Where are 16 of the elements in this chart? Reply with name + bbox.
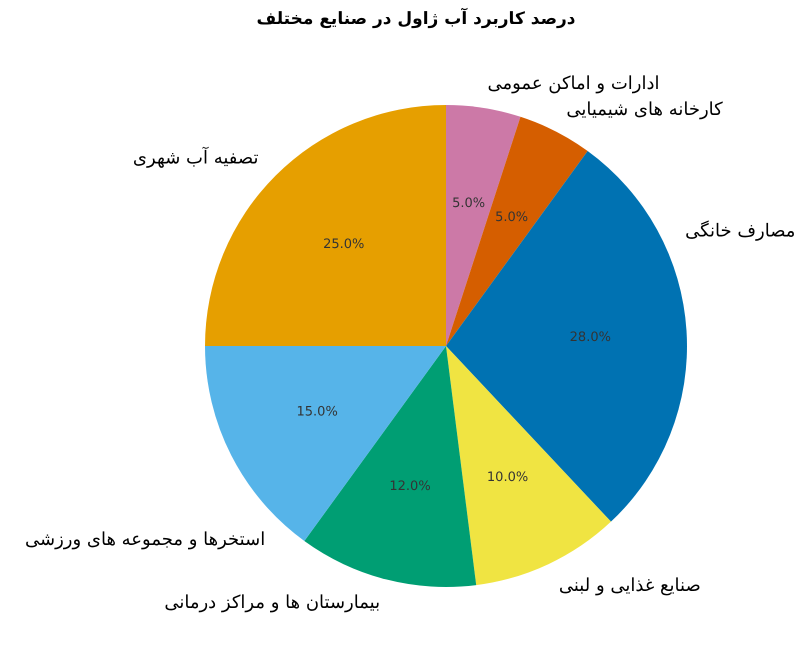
data-label: 12.0% bbox=[389, 479, 431, 494]
data-label: 15.0% bbox=[296, 404, 338, 420]
chart-title: درصد کاربرد آب ژاول در صنایع مختلف bbox=[256, 7, 576, 29]
data-label: 5.0% bbox=[495, 210, 528, 226]
slice-label: مصارف خانگی bbox=[685, 219, 796, 242]
data-label: 10.0% bbox=[486, 470, 528, 485]
slice-label: کارخانه های شیمیایی bbox=[566, 98, 724, 120]
slice-label: صنایع غذایی و لبنی bbox=[558, 574, 701, 596]
slice-label: تصفیه آب شهری bbox=[132, 146, 259, 169]
data-label: 5.0% bbox=[452, 196, 486, 212]
data-label: 25.0% bbox=[323, 236, 364, 252]
data-label: 28.0% bbox=[570, 330, 611, 345]
slice-label: ادارات و اماکن عمومی bbox=[487, 73, 660, 94]
slice-label: بیمارستان ها و مراکز درمانی bbox=[164, 592, 380, 613]
pie-slice bbox=[446, 151, 687, 522]
slice-label: استخرها و مجموعه های ورزشی bbox=[24, 528, 266, 550]
